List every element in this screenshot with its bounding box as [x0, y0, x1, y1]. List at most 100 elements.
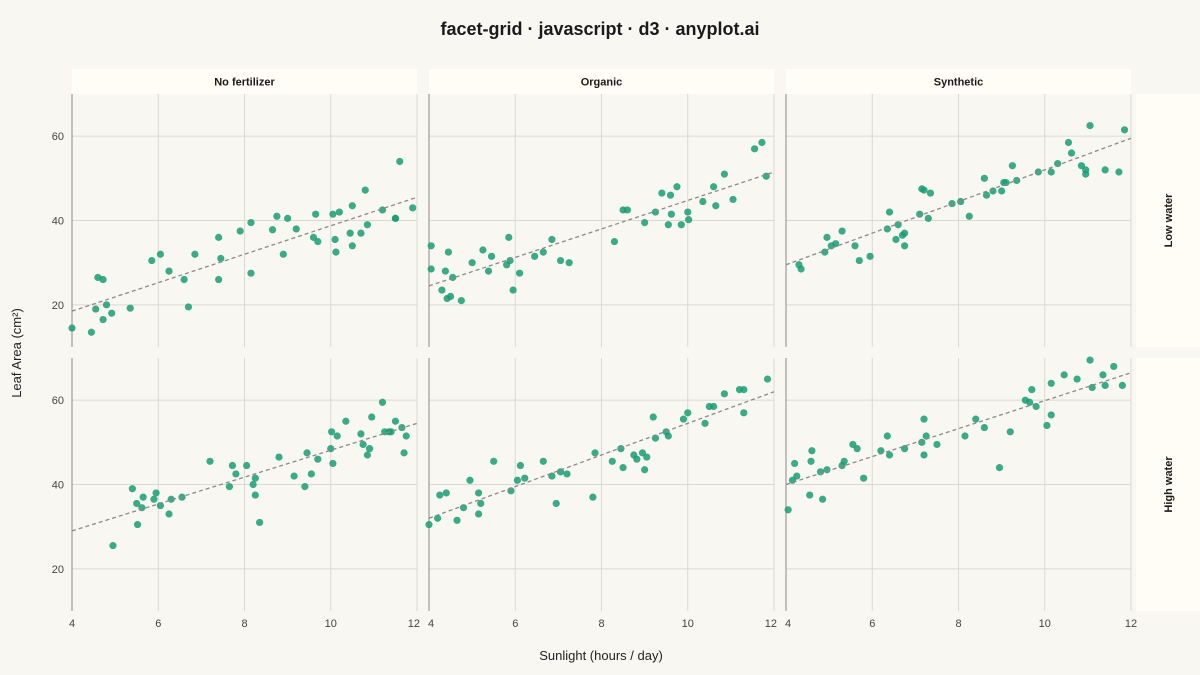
data-point — [152, 489, 160, 497]
data-point — [331, 235, 339, 244]
data-point — [268, 226, 277, 234]
data-point — [92, 305, 100, 313]
data-point — [1086, 356, 1094, 364]
row-strip-high-water: High water — [1136, 358, 1200, 611]
data-point — [1028, 386, 1036, 394]
data-point — [346, 229, 354, 237]
data-point — [243, 461, 251, 470]
data-point — [617, 445, 625, 453]
data-point — [513, 476, 522, 484]
data-point — [853, 445, 861, 453]
data-point — [312, 210, 320, 218]
panel-high-water-no-fertilizer — [71, 358, 418, 611]
column-strip-label: Organic — [581, 77, 623, 89]
data-point — [165, 267, 173, 275]
data-point — [677, 221, 685, 229]
data-point — [1086, 122, 1094, 130]
data-point — [438, 286, 446, 294]
data-point — [1099, 371, 1107, 379]
data-point — [710, 402, 718, 411]
data-point — [425, 520, 433, 529]
data-point — [838, 227, 846, 235]
data-point — [961, 432, 969, 440]
data-point — [633, 455, 641, 463]
data-point — [758, 138, 766, 147]
data-point — [387, 428, 395, 436]
data-point — [998, 187, 1006, 195]
trend-line — [428, 391, 775, 519]
data-point — [361, 186, 369, 194]
x-tick-label: 12 — [765, 618, 777, 630]
data-point — [623, 206, 631, 214]
data-point — [740, 386, 748, 394]
x-axis-title: Sunlight (hours / day) — [539, 648, 663, 663]
data-point — [610, 237, 619, 246]
chart-title: facet-grid · javascript · d3 · anyplot.a… — [440, 19, 759, 39]
data-point — [1088, 383, 1096, 392]
data-point — [329, 210, 337, 218]
data-point — [701, 419, 709, 427]
data-point — [1073, 375, 1081, 383]
data-point — [750, 145, 759, 153]
data-point — [474, 510, 483, 518]
data-point — [139, 493, 147, 501]
data-point — [165, 510, 173, 518]
data-point — [427, 265, 435, 273]
column-strip-synthetic: Synthetic — [786, 69, 1131, 94]
data-point — [332, 248, 340, 256]
data-point — [920, 415, 928, 423]
data-point — [920, 451, 928, 459]
data-point — [885, 451, 894, 459]
data-point — [148, 256, 156, 265]
trend-line — [785, 137, 1132, 266]
trend-line — [428, 171, 775, 287]
data-point — [453, 516, 461, 524]
data-point — [900, 229, 909, 237]
data-point — [490, 457, 498, 465]
data-point — [649, 413, 657, 421]
y-tick-label: 20 — [52, 564, 64, 576]
data-point — [457, 297, 465, 305]
data-point — [539, 248, 547, 256]
data-point — [126, 304, 134, 312]
data-point — [348, 202, 356, 210]
data-point — [1110, 362, 1118, 371]
data-point — [860, 474, 868, 482]
data-point — [793, 472, 801, 480]
data-point — [957, 197, 965, 206]
data-point — [459, 504, 468, 512]
data-point — [658, 189, 666, 197]
data-point — [236, 227, 244, 235]
data-point — [823, 233, 831, 241]
data-point — [128, 485, 136, 493]
data-point — [99, 275, 107, 284]
data-point — [851, 242, 859, 250]
data-point — [1120, 126, 1129, 134]
data-point — [333, 432, 341, 440]
x-tick-label: 6 — [869, 618, 875, 630]
data-point — [303, 449, 311, 457]
data-point — [791, 459, 799, 468]
data-point — [363, 451, 372, 459]
data-point — [840, 457, 848, 465]
data-point — [1043, 421, 1051, 430]
data-point — [477, 499, 485, 508]
data-point — [982, 191, 991, 199]
data-point — [729, 195, 737, 204]
data-point — [251, 474, 259, 482]
data-point — [1026, 398, 1034, 406]
panel-low-water-no-fertilizer — [68, 94, 418, 347]
data-point — [1047, 168, 1055, 176]
data-point — [1060, 371, 1068, 379]
data-point — [365, 445, 374, 453]
data-point — [866, 252, 874, 260]
data-point — [505, 233, 513, 241]
y-tick-label: 60 — [52, 395, 64, 407]
data-point — [900, 445, 909, 453]
data-point — [206, 457, 214, 465]
column-strip-bg — [429, 69, 774, 94]
data-point — [710, 183, 718, 191]
data-point — [307, 470, 315, 478]
data-point — [292, 225, 300, 233]
data-point — [808, 447, 816, 455]
